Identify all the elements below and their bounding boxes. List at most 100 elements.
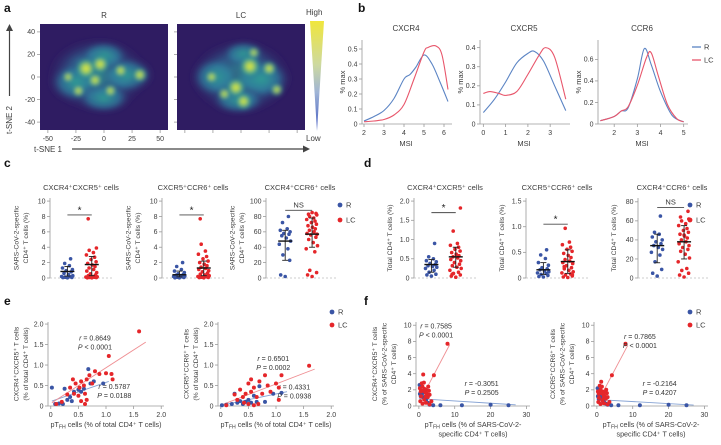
data-point-LC [687, 256, 692, 260]
y-axis-label: Total CD4⁺ T cells (%) [499, 204, 506, 271]
y-tick-label: 80 [626, 199, 634, 206]
y-tick-label: 0 [40, 403, 44, 410]
data-point-R [278, 273, 283, 277]
legend-label-R: R [346, 200, 352, 209]
y-tick-label: 10 [150, 198, 158, 205]
data-point-R [425, 273, 429, 277]
y-tick-label: 60 [626, 218, 634, 225]
data-point-R [546, 263, 551, 268]
y-axis-label: CD4⁺ T cells (%) [239, 213, 246, 264]
legend-f: R LC [687, 307, 706, 329]
data-point-LC [235, 397, 240, 402]
tsne-plot-R: R -50 -25 0 25 50 40 20 0 -20 -40 [25, 11, 168, 143]
data-point-LC [560, 271, 564, 275]
data-point-LC [198, 217, 202, 221]
data-point-LC [686, 230, 691, 235]
y-axis-label: (% of total CD4⁺ T cells) [23, 327, 30, 400]
legend-dot-LC [337, 217, 343, 223]
data-point-LC [84, 253, 89, 257]
x-axis-label: MSI [399, 139, 412, 148]
data-point-LC [313, 250, 317, 254]
data-point-LC [605, 402, 610, 407]
data-point-LC [314, 235, 318, 239]
y-axis-label: % max [456, 70, 465, 93]
data-point-LC [249, 389, 254, 394]
data-point-LC [458, 273, 463, 277]
data-point-LC [83, 391, 87, 396]
data-point-LC [87, 373, 92, 378]
data-point-LC [93, 369, 97, 374]
density-hotspot [62, 71, 74, 83]
x-tick-label: 0.5 [74, 412, 84, 419]
y-tick-label: 0.5 [348, 46, 358, 53]
data-point-R [59, 274, 64, 279]
data-point-R [666, 402, 671, 407]
data-point-R [219, 403, 224, 408]
density-hotspot [104, 84, 117, 98]
data-point-LC [604, 387, 609, 392]
data-point-LC [200, 270, 205, 274]
data-point-R [432, 268, 436, 273]
x-tick-label: 5 [682, 130, 686, 137]
y-axis-label: CD4⁺ T cells (%) [135, 213, 142, 264]
data-point-LC [570, 249, 574, 254]
data-point-LC [199, 242, 203, 246]
x-tick-label: -50 [43, 136, 53, 143]
y-tick-label: 0.5 [34, 383, 44, 390]
data-point-LC [426, 388, 431, 393]
x-tick-label: 30 [701, 412, 709, 419]
significance-label: * [554, 215, 558, 226]
data-point-R [423, 266, 428, 271]
plot-title: R [101, 11, 107, 20]
data-point-LC [448, 243, 453, 248]
data-point-LC [304, 247, 309, 251]
density-hotspot [217, 87, 231, 101]
y-tick-label: 0.1 [348, 106, 358, 113]
data-point-LC [274, 381, 278, 386]
x-tick-label: 1.0 [271, 412, 281, 419]
data-point-LC [570, 261, 575, 266]
data-point-LC [420, 388, 425, 393]
x-tick-label: 1.0 [101, 412, 111, 419]
data-point-LC [451, 229, 456, 233]
data-point-R [659, 267, 664, 272]
data-point-R [540, 265, 544, 270]
data-point-R [538, 253, 543, 257]
plot-title: CXCR4 [392, 24, 420, 33]
y-tick-label: 1.5 [512, 198, 522, 205]
data-point-LC [206, 259, 210, 263]
legend-label-R: R [696, 307, 702, 316]
data-point-R [659, 241, 663, 246]
x-tick-label: 20 [487, 412, 495, 419]
panel-label-a: a [4, 1, 11, 15]
y-tick-label: 1.0 [512, 224, 522, 231]
data-point-R [257, 384, 262, 389]
y-tick-label: 0.2 [348, 91, 358, 98]
data-point-LC [197, 260, 202, 265]
panel-label-e: e [4, 294, 11, 308]
data-point-LC [680, 245, 685, 250]
y-tick-label: 20 [254, 260, 262, 267]
data-point-LC [596, 400, 601, 404]
data-point-LC [450, 263, 455, 268]
data-point-R [429, 274, 434, 278]
density-hotspot [248, 46, 260, 59]
y-tick-label: 0.1 [466, 102, 476, 109]
data-point-LC [92, 255, 97, 259]
dotplot-d-2: CXCR5⁺CCR6⁺ cells 0 0.5 1.0 1.5 Total CD4⁺ T … [499, 183, 593, 282]
data-point-LC [454, 275, 458, 280]
data-point-LC [199, 275, 204, 280]
data-point-R [432, 241, 437, 246]
data-point-R [547, 270, 551, 274]
data-point-R [71, 273, 75, 278]
data-point-LC [315, 243, 320, 248]
data-point-LC [251, 385, 256, 390]
data-point-LC [686, 271, 691, 276]
data-point-LC [429, 399, 434, 404]
x-axis-label: pTFH cells (% of SARS-CoV-2- [603, 420, 700, 431]
data-point-LC [106, 354, 111, 358]
data-point-LC [91, 267, 96, 272]
x-tick-label: 2 [362, 130, 366, 137]
